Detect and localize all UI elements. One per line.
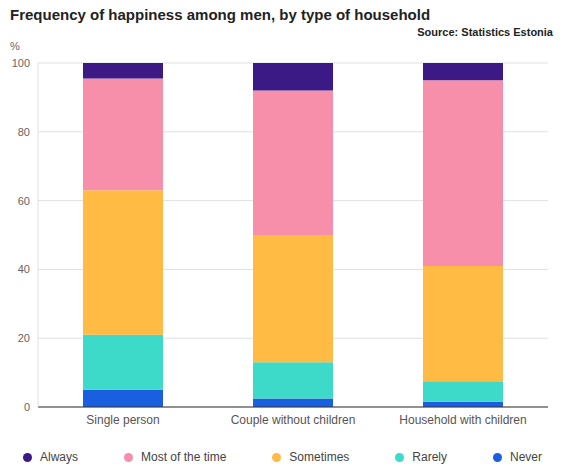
svg-text:100: 100 [12, 57, 30, 69]
html-text:Sometimes: Sometimes [289, 450, 350, 464]
svg-text:Couple without children: Couple without children [231, 413, 356, 427]
html-text:Never: Never [510, 450, 542, 464]
svg-text:Household with children: Household with children [399, 413, 526, 427]
html-text:Always: Always [40, 450, 78, 464]
svg-text:80: 80 [18, 126, 30, 138]
svg-text:40: 40 [18, 263, 30, 275]
svg-text:60: 60 [18, 195, 30, 207]
html-text:Frequency of happiness among m: Frequency of happiness among men, by typ… [10, 6, 431, 23]
html-text:Rarely: Rarely [412, 450, 447, 464]
svg-text:Single person: Single person [86, 413, 159, 427]
html-text:Most of the time: Most of the time [141, 450, 227, 464]
svg-text:0: 0 [24, 401, 30, 413]
svg-text:20: 20 [18, 332, 30, 344]
html-text:Source: Statistics Estonia: Source: Statistics Estonia [417, 26, 553, 38]
